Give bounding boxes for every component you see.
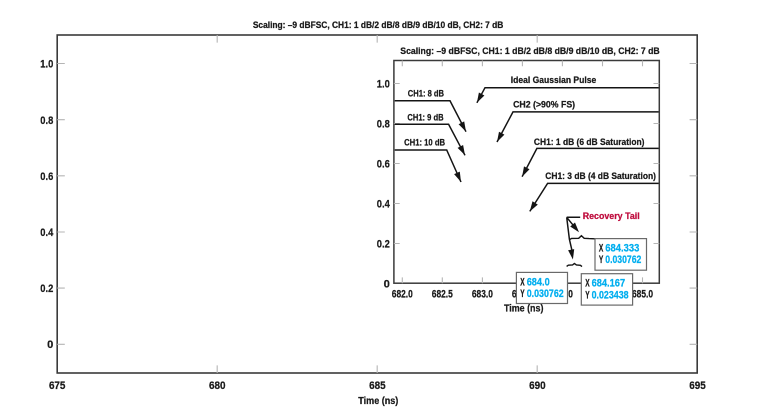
svg-text:Ideal Gaussian Pulse: Ideal Gaussian Pulse bbox=[511, 75, 596, 86]
svg-text:0.6: 0.6 bbox=[40, 171, 53, 183]
svg-text:680: 680 bbox=[209, 380, 226, 392]
svg-text:Time (ns): Time (ns) bbox=[504, 303, 544, 314]
svg-text:685: 685 bbox=[369, 380, 386, 392]
svg-text:682.5: 682.5 bbox=[432, 288, 453, 300]
svg-text:0.2: 0.2 bbox=[40, 283, 53, 295]
svg-text:CH1: 1 dB (6 dB Saturation): CH1: 1 dB (6 dB Saturation) bbox=[534, 137, 645, 148]
svg-text:Y: Y bbox=[520, 288, 525, 300]
svg-text:0.4: 0.4 bbox=[40, 227, 54, 239]
svg-text:0.8: 0.8 bbox=[40, 115, 53, 127]
svg-text:CH2 (>90% FS): CH2 (>90% FS) bbox=[513, 100, 575, 111]
svg-text:CH1: 3 dB (4 dB Saturation): CH1: 3 dB (4 dB Saturation) bbox=[545, 171, 656, 182]
svg-text:682.0: 682.0 bbox=[392, 288, 413, 300]
svg-text:0.030762: 0.030762 bbox=[527, 288, 564, 300]
svg-text:X: X bbox=[585, 278, 590, 290]
svg-text:CH1: 9 dB: CH1: 9 dB bbox=[407, 112, 443, 123]
svg-text:683.0: 683.0 bbox=[472, 288, 493, 300]
svg-text:Scaling: –9 dBFSC, CH1: 1 dB/2: Scaling: –9 dBFSC, CH1: 1 dB/2 dB/8 dB/9… bbox=[253, 20, 504, 30]
svg-text:Scaling: –9 dBFSC, CH1: 1 dB/2: Scaling: –9 dBFSC, CH1: 1 dB/2 dB/8 dB/9… bbox=[400, 46, 660, 56]
svg-text:0: 0 bbox=[384, 278, 390, 290]
svg-text:0.023438: 0.023438 bbox=[592, 289, 629, 301]
svg-text:CH1: 8 dB: CH1: 8 dB bbox=[408, 89, 444, 100]
svg-text:0.6: 0.6 bbox=[377, 158, 390, 170]
svg-text:695: 695 bbox=[689, 380, 706, 392]
svg-text:684.0: 684.0 bbox=[527, 276, 550, 288]
svg-text:1.0: 1.0 bbox=[377, 78, 390, 90]
svg-text:X: X bbox=[520, 276, 525, 288]
svg-text:0.2: 0.2 bbox=[377, 238, 390, 250]
svg-text:Y: Y bbox=[585, 289, 590, 301]
svg-text:684.167: 684.167 bbox=[592, 278, 626, 290]
svg-text:0: 0 bbox=[47, 339, 53, 351]
svg-text:Y: Y bbox=[599, 254, 604, 266]
svg-text:690: 690 bbox=[529, 380, 546, 392]
svg-text:0.4: 0.4 bbox=[377, 198, 390, 210]
svg-text:X: X bbox=[599, 243, 604, 255]
svg-text:1.0: 1.0 bbox=[40, 59, 53, 71]
svg-text:Time (ns): Time (ns) bbox=[358, 396, 398, 407]
svg-text:684.333: 684.333 bbox=[605, 243, 639, 255]
svg-text:675: 675 bbox=[49, 380, 66, 392]
svg-text:0.030762: 0.030762 bbox=[605, 254, 641, 266]
svg-text:0.8: 0.8 bbox=[377, 118, 390, 130]
svg-text:685.0: 685.0 bbox=[632, 288, 653, 300]
svg-text:Recovery Tail: Recovery Tail bbox=[583, 211, 640, 222]
svg-text:CH1: 10 dB: CH1: 10 dB bbox=[404, 137, 445, 148]
